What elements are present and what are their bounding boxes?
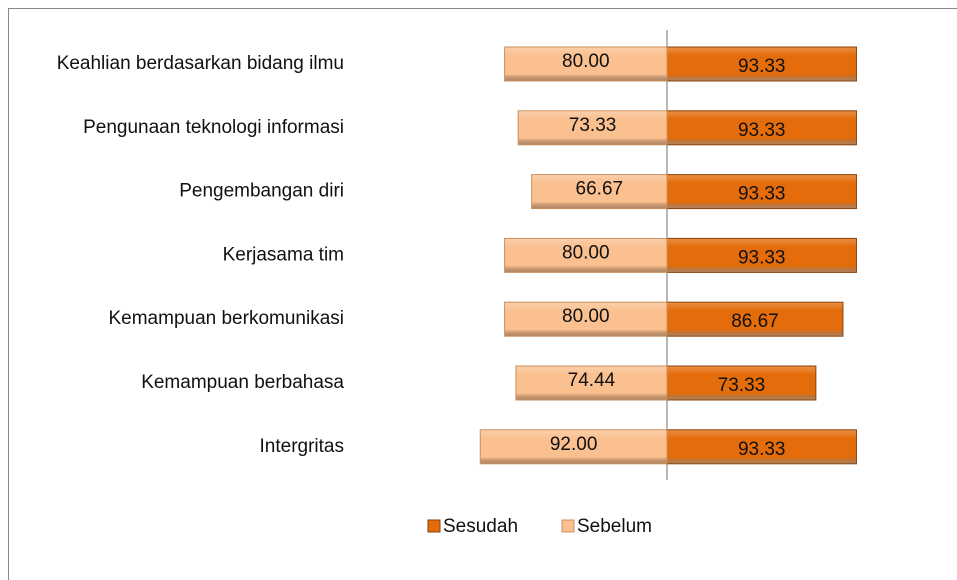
category-label: Pengunaan teknologi informasi (83, 117, 344, 138)
bar (666, 46, 857, 82)
legend-swatch (427, 519, 441, 533)
bar (504, 301, 668, 337)
bar (504, 46, 668, 82)
category-label: Kemampuan berbahasa (141, 372, 344, 393)
data-label: 74.44 (568, 370, 616, 391)
data-label: 73.33 (718, 375, 766, 396)
data-label: 86.67 (731, 311, 779, 332)
data-label: 93.33 (738, 120, 786, 141)
category-label: Kerjasama tim (223, 244, 344, 265)
bar (504, 237, 668, 273)
data-label: 93.33 (738, 56, 786, 77)
bar (515, 365, 668, 401)
bar (666, 110, 857, 146)
chart-border (8, 8, 957, 580)
legend-label: Sesudah (443, 516, 518, 537)
data-label: 92.00 (550, 434, 598, 455)
bar (666, 365, 817, 401)
data-label: 93.33 (738, 439, 786, 460)
category-label: Keahlian berdasarkan bidang ilmu (57, 53, 344, 74)
category-label: Intergritas (260, 436, 344, 457)
category-label: Kemampuan berkomunikasi (108, 308, 344, 329)
data-label: 93.33 (738, 184, 786, 205)
bar (479, 429, 668, 465)
category-label: Pengembangan diri (179, 181, 344, 202)
legend-label: Sebelum (577, 516, 652, 537)
data-label: 80.00 (562, 242, 610, 263)
data-label: 80.00 (562, 51, 610, 72)
data-label: 73.33 (569, 115, 617, 136)
data-label: 66.67 (576, 179, 624, 200)
bar (517, 110, 668, 146)
legend-swatch (561, 519, 575, 533)
data-label: 80.00 (562, 306, 610, 327)
data-label: 93.33 (738, 247, 786, 268)
bar (531, 174, 668, 210)
